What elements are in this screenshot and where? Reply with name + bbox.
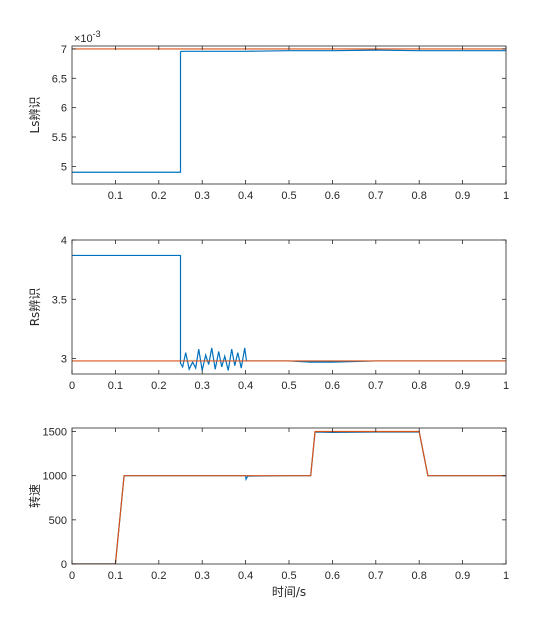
x-tick-label: 0.5 bbox=[281, 380, 296, 392]
x-axis-label: 时间/s bbox=[272, 585, 306, 599]
x-tick-label: 0.9 bbox=[455, 380, 470, 392]
y-tick-label: 1000 bbox=[43, 471, 67, 483]
y-axis-label: Rs辨识 bbox=[28, 288, 42, 327]
x-tick-label: 0.3 bbox=[195, 570, 210, 582]
axes-box bbox=[71, 239, 507, 375]
x-tick-label: 0.3 bbox=[195, 190, 210, 202]
axes-box bbox=[71, 427, 507, 565]
x-tick-label: 0.9 bbox=[455, 190, 470, 202]
x-tick-label: 0.1 bbox=[108, 190, 123, 202]
x-tick-label: 0.8 bbox=[412, 380, 427, 392]
x-tick-label: 0.5 bbox=[281, 570, 296, 582]
y-tick-label: 4 bbox=[61, 235, 67, 247]
x-tick-label: 0 bbox=[69, 570, 75, 582]
y-tick-label: 6 bbox=[61, 103, 67, 115]
y-axis-label: 转速 bbox=[27, 484, 42, 508]
x-tick-label: 0.3 bbox=[195, 380, 210, 392]
y-exponent-label: ×10-3 bbox=[74, 29, 101, 45]
x-tick-label: 0.5 bbox=[281, 190, 296, 202]
x-tick-label: 0.1 bbox=[108, 380, 123, 392]
x-tick-label: 0.7 bbox=[368, 380, 383, 392]
x-tick-label: 0.6 bbox=[325, 380, 340, 392]
series-line-0 bbox=[72, 49, 506, 173]
x-tick-label: 0.6 bbox=[325, 570, 340, 582]
x-tick-label: 0.4 bbox=[238, 190, 253, 202]
y-tick-label: 6.5 bbox=[52, 73, 67, 85]
y-tick-label: 3.5 bbox=[52, 294, 67, 306]
series-line-0 bbox=[72, 431, 506, 564]
x-tick-label: 0.4 bbox=[238, 570, 253, 582]
y-tick-label: 0 bbox=[61, 559, 67, 571]
y-tick-label: 3 bbox=[61, 354, 67, 366]
rs-panel: 0 0.1 0.2 0.3 0.4 0.5 0.6 0.7 0.8 0.9 1 3 3.5 4 Rs辨识 bbox=[28, 235, 509, 392]
x-tick-label: 1 bbox=[503, 570, 509, 582]
x-tick-label: 0.2 bbox=[151, 190, 166, 202]
axes-box bbox=[71, 45, 507, 185]
series-line-0 bbox=[72, 254, 506, 372]
x-tick-label: 1 bbox=[503, 380, 509, 392]
x-tick-label: 0.9 bbox=[455, 570, 470, 582]
x-tick-label: 0.1 bbox=[108, 570, 123, 582]
x-tick-label: 0.2 bbox=[151, 380, 166, 392]
x-tick-label: 0.2 bbox=[151, 570, 166, 582]
y-tick-label: 5 bbox=[61, 161, 67, 173]
speed-panel: 0 0.1 0.2 0.3 0.4 0.5 0.6 0.7 0.8 0.9 1 0 500 1000 150… bbox=[27, 427, 509, 599]
x-tick-label: 0.4 bbox=[238, 380, 253, 392]
x-tick-label: 0.8 bbox=[412, 570, 427, 582]
y-tick-label: 5.5 bbox=[52, 132, 67, 144]
x-tick-label: 0.7 bbox=[368, 190, 383, 202]
ls-panel: 0.1 0.2 0.3 0.4 0.5 0.6 0.7 0.8 0.9 1 5 5.5 6 6.5 7 Ls辨… bbox=[28, 29, 509, 202]
series-line-1 bbox=[72, 430, 506, 564]
x-tick-label: 0.7 bbox=[368, 570, 383, 582]
y-tick-label: 500 bbox=[49, 515, 67, 527]
y-tick-label: 1500 bbox=[43, 427, 67, 439]
x-tick-label: 0.6 bbox=[325, 190, 340, 202]
x-tick-label: 0.8 bbox=[412, 190, 427, 202]
x-tick-label: 1 bbox=[503, 190, 509, 202]
y-axis-label: Ls辨识 bbox=[28, 97, 42, 134]
x-tick-label: 0 bbox=[69, 380, 75, 392]
y-tick-label: 7 bbox=[61, 44, 67, 56]
